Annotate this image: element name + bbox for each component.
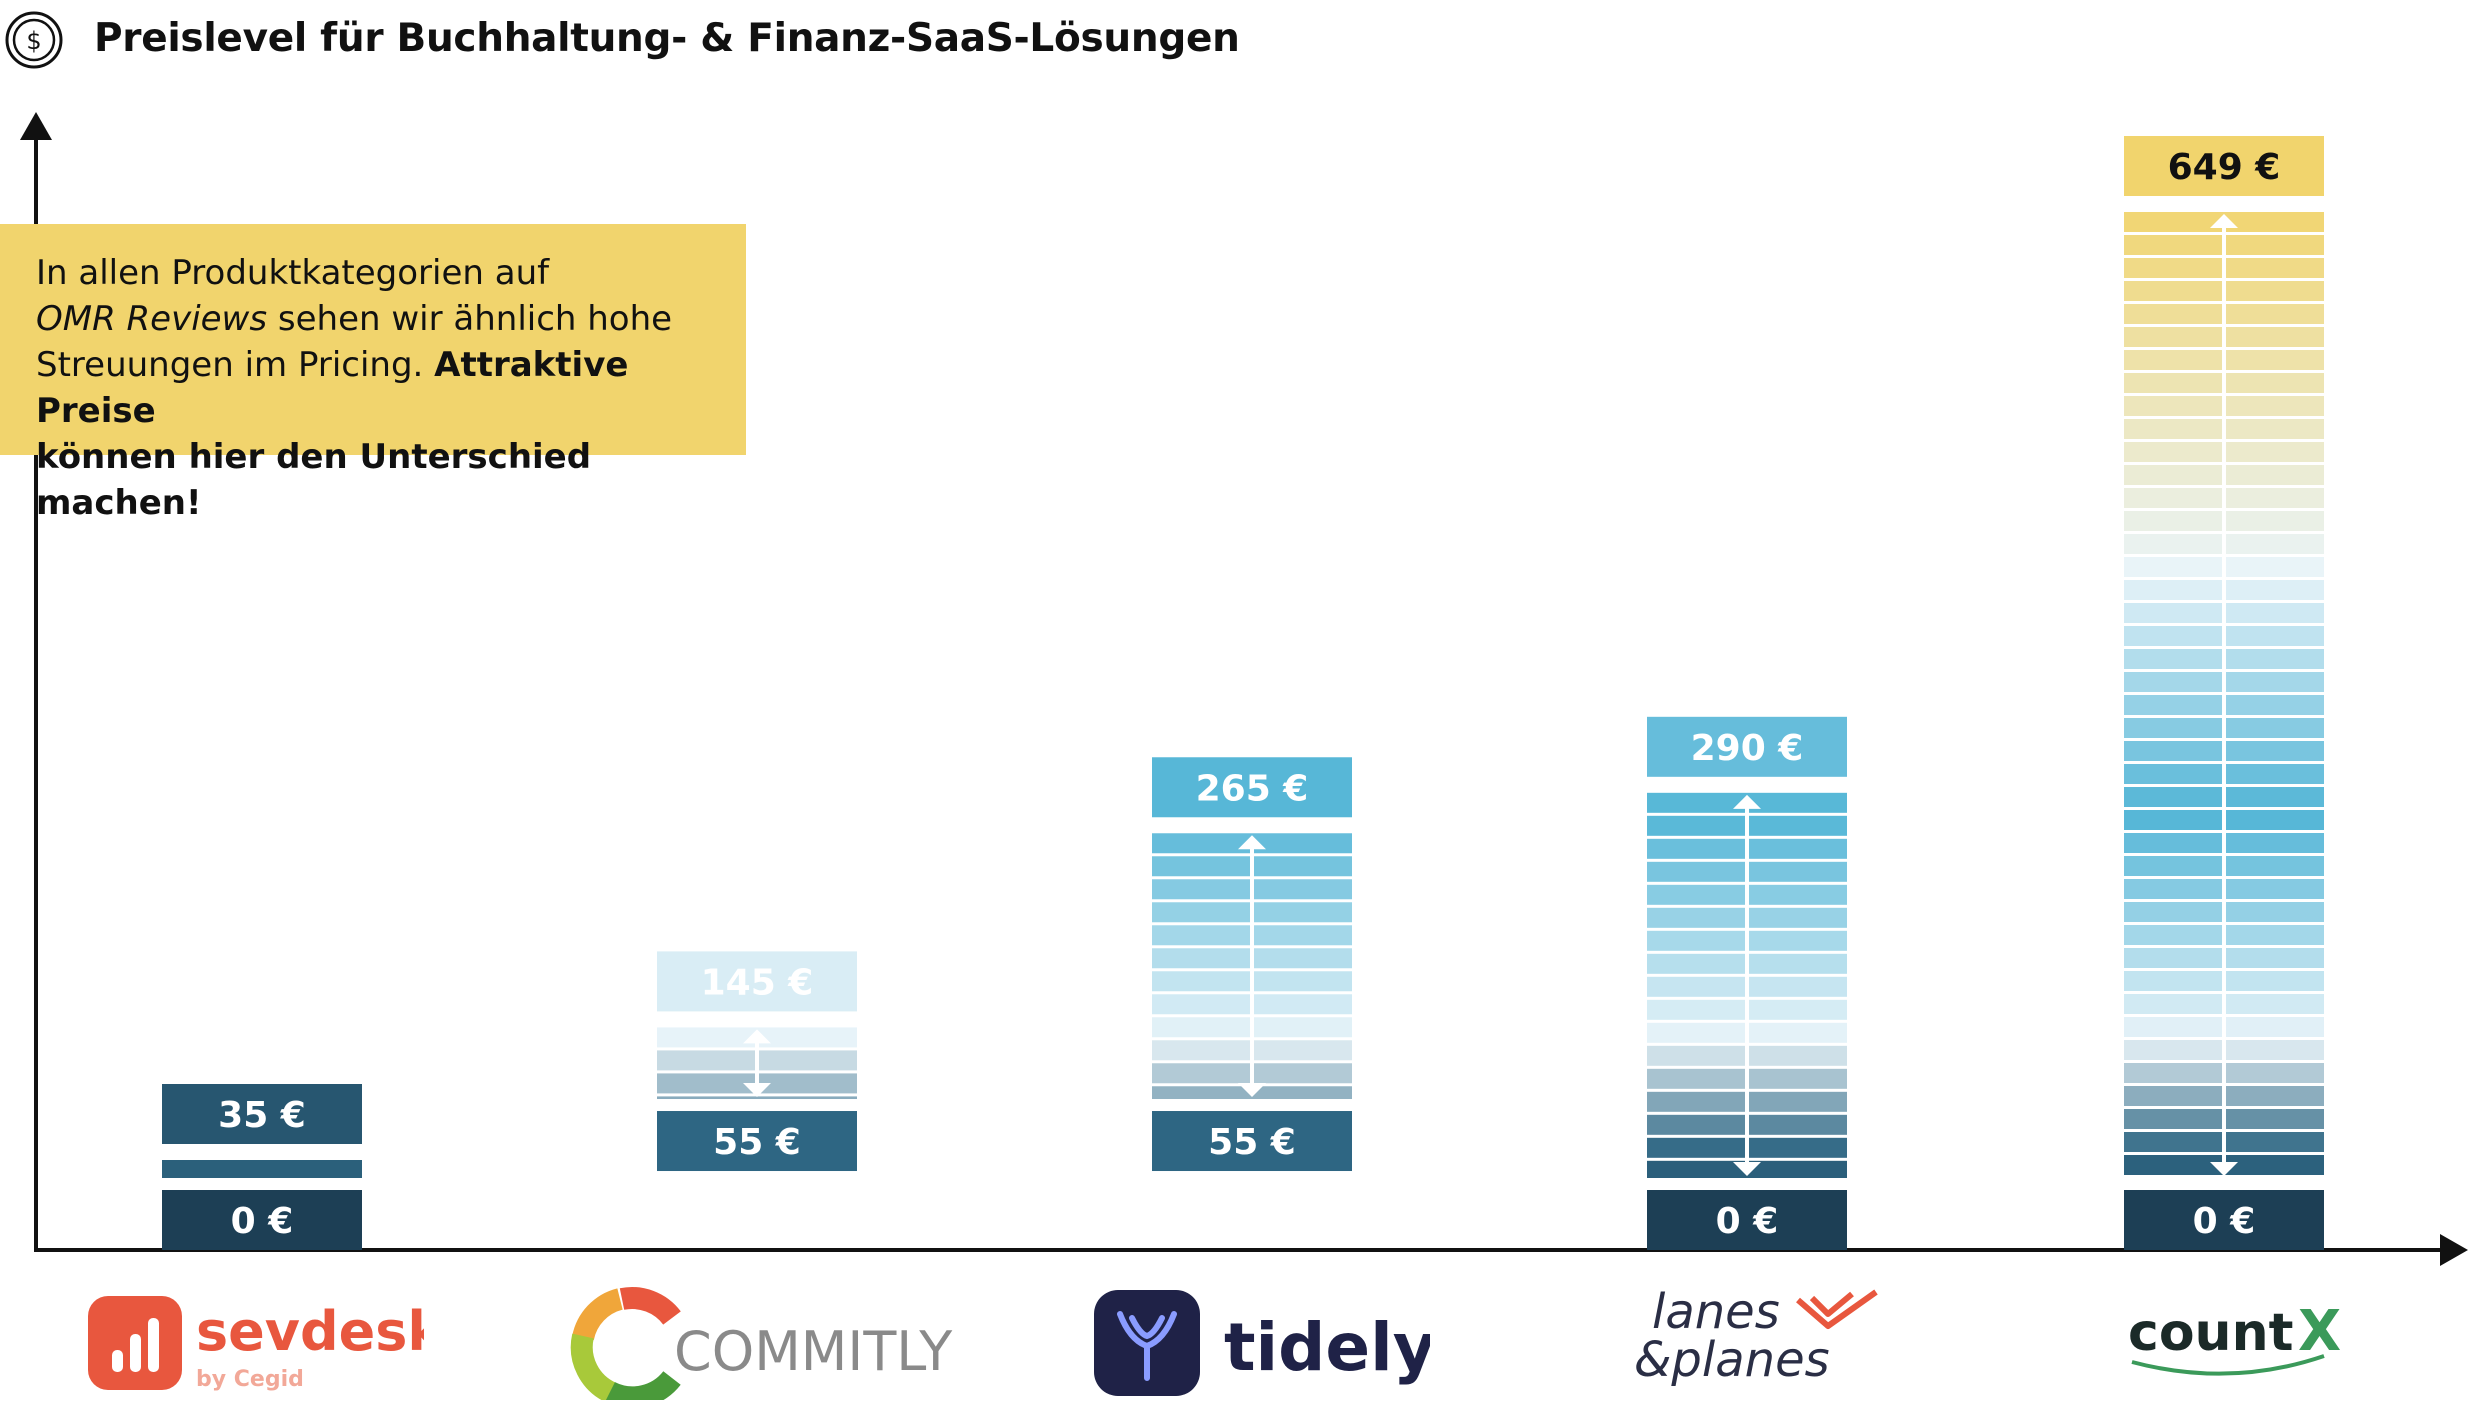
- tidely-wordmark: tidely: [1224, 1309, 1430, 1386]
- logo-sevdesk: sevdesk by Cegid: [84, 1270, 444, 1400]
- bar-1-min-label-box: [162, 1190, 362, 1250]
- callout-bold-b: können hier den Unterschied machen!: [36, 437, 592, 523]
- bar-2-max-label: 145 €: [701, 962, 814, 1003]
- bar-3-min-label: 55 €: [1208, 1122, 1296, 1163]
- page-title: Preislevel für Buchhaltung- & Finanz-Saa…: [94, 16, 1240, 61]
- bar-5-max-label: 649 €: [2168, 147, 2281, 188]
- bar-5-min-label: 0 €: [2193, 1201, 2256, 1242]
- bar-4-min-label-box: [1647, 1190, 1847, 1250]
- bar-3-arrow-down: [1238, 1083, 1266, 1098]
- bar-5-max-label-box: [2124, 136, 2324, 196]
- bar-3-min-label-box: [1152, 1111, 1352, 1172]
- logo-lanes-planes: lanes &planes: [1630, 1270, 1890, 1400]
- countx-x: X: [2298, 1299, 2341, 1364]
- callout-bold-a: Attraktive Preise: [36, 345, 629, 431]
- bar-5-min-label-box: [2124, 1190, 2324, 1250]
- insight-callout: In allen Produktkategorien auf OMR Revie…: [0, 224, 746, 523]
- bar-4-min-label: 0 €: [1716, 1201, 1779, 1242]
- callout-line-3: Streuungen im Pricing.: [36, 345, 435, 385]
- bar-1-segment: [162, 1160, 362, 1178]
- bar-1-max-label-box: [162, 1084, 362, 1144]
- lanes-wordmark-line1: lanes: [1652, 1284, 1780, 1340]
- bar-2-arrow-up: [743, 1029, 771, 1044]
- bar-2-segment: [657, 1096, 857, 1100]
- commitly-logo-mark: [570, 1287, 681, 1406]
- bar-3-arrow-up: [1238, 835, 1266, 850]
- plane-icon: [1796, 1289, 1878, 1329]
- bar-4-arrow-down: [1733, 1162, 1761, 1176]
- chart-header: $ Preislevel für Buchhaltung- & Finanz-S…: [0, 0, 1400, 80]
- bar-2-max-label-box: [657, 951, 857, 1012]
- bar-5-arrow-up: [2210, 214, 2238, 228]
- bar-4-max-label-box: [1647, 716, 1847, 777]
- logo-commitly: COMMITLY: [570, 1270, 960, 1406]
- countx-wordmark: count: [2128, 1303, 2293, 1363]
- countx-swoosh: [2131, 1354, 2325, 1376]
- sevdesk-sub: by Cegid: [196, 1367, 304, 1392]
- bar-1-min-label: 0 €: [231, 1201, 294, 1242]
- svg-text:$: $: [26, 27, 41, 55]
- x-axis-arrow: [2440, 1234, 2468, 1266]
- dollar-coin-icon: $: [5, 11, 63, 69]
- y-axis-arrow: [20, 112, 52, 140]
- bar-2-min-label-box: [657, 1111, 857, 1172]
- callout-italic-source: OMR Reviews: [36, 299, 268, 339]
- bar-3-max-label-box: [1152, 757, 1352, 818]
- bar-2-arrow-down: [743, 1083, 771, 1098]
- commitly-wordmark: COMMITLY: [674, 1320, 953, 1383]
- bar-4-arrow-up: [1733, 794, 1761, 809]
- logo-countx: count X: [2120, 1270, 2360, 1400]
- bar-5-arrow-down: [2210, 1162, 2238, 1176]
- callout-line-1: In allen Produktkategorien auf: [36, 253, 550, 293]
- bar-4-max-label: 290 €: [1691, 728, 1804, 769]
- bar-2-min-label: 55 €: [713, 1122, 801, 1163]
- bar-3-max-label: 265 €: [1196, 768, 1309, 809]
- sevdesk-wordmark: sevdesk: [196, 1300, 424, 1363]
- lanes-wordmark-line2: &planes: [1634, 1332, 1830, 1388]
- callout-line-2: sehen wir ähnlich hohe: [267, 299, 673, 339]
- bar-1-max-label: 35 €: [218, 1095, 306, 1136]
- logo-tidely: tidely: [1090, 1270, 1436, 1400]
